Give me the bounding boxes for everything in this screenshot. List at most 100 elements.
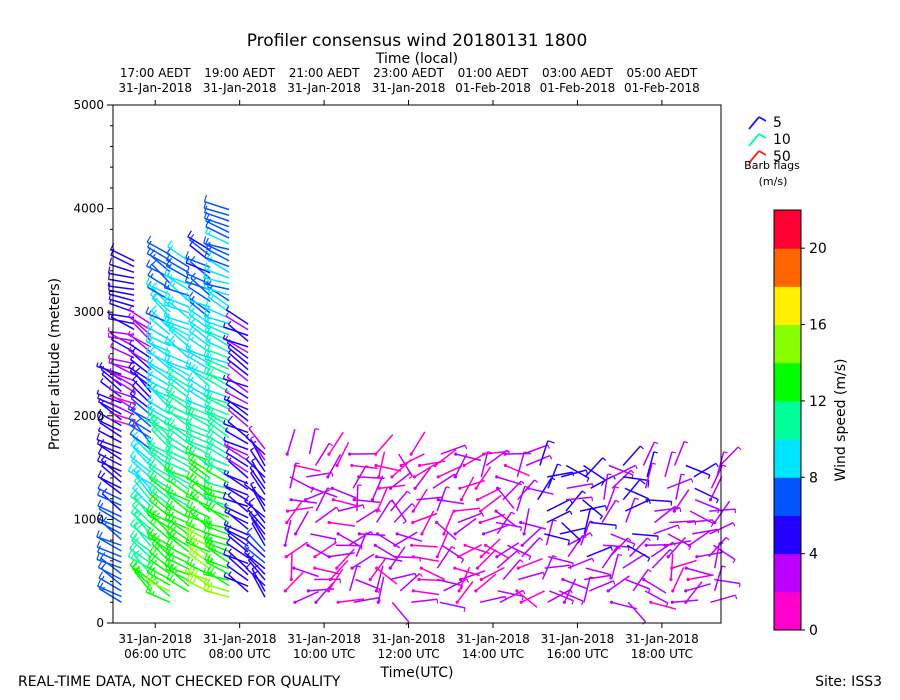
barb-feather (185, 471, 191, 479)
barb-calm-dot (479, 555, 483, 559)
barb-feather (223, 572, 227, 577)
barb-feather (207, 343, 211, 351)
barb-feather (460, 585, 464, 590)
barb-feather (203, 475, 207, 483)
top-tick-time: 17:00 AEDT (120, 66, 191, 80)
barb-shaft (686, 567, 712, 576)
barb-feather (185, 266, 190, 274)
barb-feather (632, 543, 636, 548)
wind-barb (443, 578, 470, 592)
barb-shaft (329, 521, 356, 527)
barb-shaft (228, 460, 249, 479)
barb-calm-dot (516, 566, 520, 570)
wind-barb (646, 451, 658, 478)
wind-barb (244, 480, 266, 501)
barb-calm-dot (695, 555, 699, 559)
barb-shaft (523, 508, 530, 535)
barb-calm-dot (377, 486, 381, 490)
barb-shaft (458, 544, 483, 558)
wind-barb (203, 567, 230, 581)
barb-shaft (419, 460, 446, 467)
barb-feather (615, 499, 620, 503)
wind-barb (304, 489, 330, 502)
barb-shaft (561, 469, 587, 478)
barb-shaft (96, 365, 122, 376)
barb-calm-dot (479, 509, 483, 513)
barb-shaft (128, 423, 152, 439)
y-tick-label: 1000 (73, 512, 104, 526)
wind-barb (163, 314, 190, 331)
legend-entry: 50 (748, 149, 791, 165)
barb-shaft (480, 566, 505, 581)
barb-shaft (437, 465, 463, 478)
barb-calm-dot (311, 486, 315, 490)
barb-shaft (398, 453, 414, 477)
wind-barb (709, 508, 737, 514)
barb-calm-dot (672, 509, 676, 513)
barb-feather (146, 436, 151, 443)
barb-shaft (109, 371, 135, 382)
barb-feather (133, 536, 140, 543)
wind-barb (610, 533, 636, 548)
barb-feather (128, 412, 134, 420)
barb-feather (647, 480, 650, 488)
barb-shaft (129, 547, 152, 565)
barb-feather (168, 540, 173, 548)
barb-feather (195, 542, 199, 546)
barb-feather (188, 428, 193, 435)
barb-feather (225, 335, 229, 340)
barb-shaft (645, 498, 672, 503)
wind-barb (626, 544, 651, 562)
barb-feather (192, 523, 195, 528)
barb-calm-dot (435, 555, 439, 559)
barb-feather (169, 431, 174, 439)
barb-shaft (375, 500, 392, 523)
barb-feather (108, 354, 110, 359)
barb-feather (150, 273, 154, 278)
barb-shaft (516, 451, 526, 478)
barb-feather (204, 398, 208, 406)
wind-barb (186, 557, 211, 576)
barb-shaft (166, 435, 190, 451)
wind-barb (335, 544, 363, 550)
barb-feather (151, 548, 158, 555)
barb-feather (665, 602, 669, 607)
wind-barb (204, 250, 230, 268)
barb-shaft (166, 441, 190, 456)
barb-shaft (110, 346, 135, 359)
wind-barb (335, 548, 355, 570)
y-tick-label: 0 (96, 616, 104, 630)
barb-feather (107, 327, 110, 332)
barb-shaft (356, 485, 359, 512)
barb-feather (189, 255, 196, 263)
barb-calm-dot (294, 532, 298, 536)
barb-feather (212, 571, 216, 576)
wind-barb (97, 447, 122, 467)
barb-shaft (109, 388, 135, 399)
barb-shaft (164, 468, 190, 479)
barb-calm-dot (713, 520, 717, 525)
barb-shaft (314, 506, 337, 524)
barb-feather (146, 504, 151, 512)
barb-feather (188, 417, 193, 425)
barb-feather (227, 491, 232, 496)
wind-barb (590, 521, 617, 530)
barb-shaft (374, 544, 398, 560)
barb-shaft (128, 418, 152, 434)
barb-feather (96, 362, 99, 367)
barb-shaft (224, 528, 249, 542)
barb-feather (135, 469, 140, 474)
barb-feather (152, 316, 156, 321)
barb-shaft (186, 562, 211, 576)
barb-feather (577, 539, 581, 544)
barb-shaft (583, 508, 592, 535)
wind-barb (714, 578, 741, 588)
colorbar-segment (774, 362, 801, 402)
barb-shaft (97, 419, 122, 432)
barb-feather (190, 354, 194, 359)
barb-feather (614, 486, 619, 489)
barb-shaft (601, 546, 618, 569)
wind-barb (96, 540, 122, 558)
barb-shaft (98, 401, 122, 415)
barb-shaft (167, 479, 190, 496)
